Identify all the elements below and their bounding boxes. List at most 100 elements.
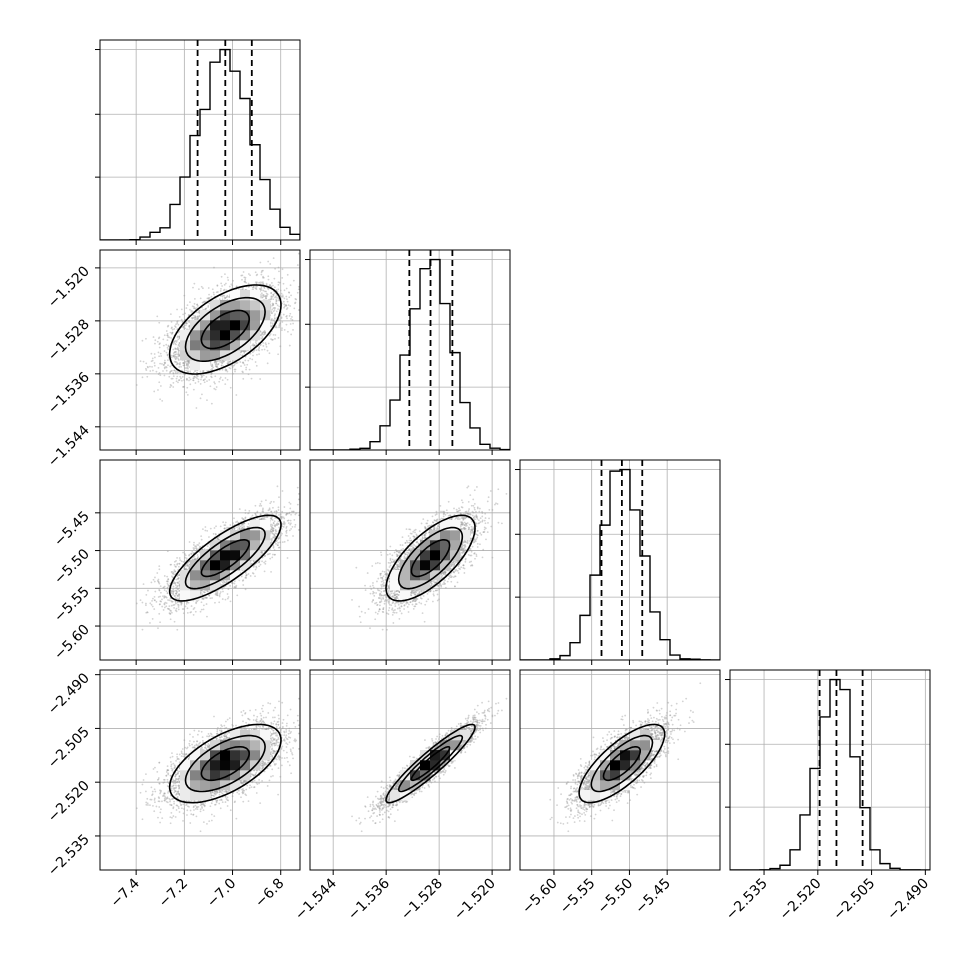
sample-point	[259, 261, 262, 264]
sample-point	[184, 312, 187, 315]
sample-point	[146, 375, 149, 378]
sample-point	[223, 360, 226, 363]
sample-point	[182, 313, 185, 316]
sample-point	[202, 370, 204, 373]
sample-point	[272, 294, 275, 297]
sample-point	[211, 288, 214, 291]
sample-point	[274, 296, 276, 299]
sample-point	[245, 366, 248, 369]
sample-point	[162, 364, 165, 366]
sample-point	[196, 375, 199, 378]
sample-point	[158, 343, 161, 346]
sample-point	[165, 366, 167, 368]
sample-point	[196, 315, 199, 318]
sample-point	[175, 355, 177, 358]
sample-point	[287, 304, 290, 307]
sample-point	[151, 365, 153, 368]
sample-point	[202, 301, 205, 304]
sample-point	[219, 290, 222, 292]
sample-point	[292, 279, 295, 282]
sample-point	[204, 378, 206, 381]
sample-point	[262, 281, 264, 284]
sample-point	[279, 294, 282, 297]
sample-point	[234, 370, 236, 373]
sample-point	[270, 312, 273, 315]
sample-point	[269, 333, 272, 335]
sample-point	[282, 295, 284, 298]
sample-point	[253, 344, 256, 347]
sample-point	[232, 364, 235, 367]
sample-point	[210, 375, 212, 378]
sample-point	[175, 363, 178, 366]
sample-point	[178, 316, 181, 318]
sample-point	[191, 305, 194, 308]
sample-point	[273, 307, 276, 309]
sample-point	[164, 361, 167, 364]
sample-point	[178, 343, 180, 346]
sample-point	[184, 367, 186, 369]
sample-point	[271, 295, 274, 298]
sample-point	[277, 353, 280, 356]
sample-point	[141, 339, 144, 342]
sample-point	[291, 316, 293, 318]
sample-point	[150, 360, 153, 363]
sample-point	[288, 315, 291, 317]
sample-point	[228, 296, 231, 299]
sample-point	[176, 320, 179, 323]
sample-point	[155, 370, 158, 373]
sample-point	[166, 339, 169, 342]
sample-point	[152, 336, 155, 338]
sample-point	[166, 332, 169, 335]
sample-point	[207, 304, 210, 307]
sample-point	[279, 322, 281, 325]
sample-point	[204, 307, 207, 310]
sample-point	[273, 314, 276, 317]
sample-point	[242, 288, 244, 291]
sample-point	[187, 370, 189, 373]
sample-point	[158, 336, 161, 339]
sample-point	[286, 307, 289, 309]
sample-point	[254, 281, 257, 284]
sample-point	[193, 375, 196, 378]
sample-point	[174, 361, 177, 363]
sample-point	[186, 304, 189, 306]
sample-point	[303, 284, 305, 286]
sample-point	[267, 278, 270, 281]
sample-point	[260, 271, 263, 274]
sample-point	[186, 360, 189, 362]
sample-point	[161, 399, 164, 402]
sample-point	[178, 345, 181, 348]
sample-point	[294, 301, 297, 304]
sample-point	[192, 379, 195, 382]
sample-point	[290, 333, 293, 336]
sample-point	[231, 284, 234, 287]
sample-point	[186, 328, 188, 331]
sample-point	[261, 348, 263, 351]
sample-point	[252, 344, 255, 347]
sample-point	[224, 273, 226, 276]
sample-point	[171, 333, 173, 335]
sample-point	[166, 334, 169, 337]
sample-point	[268, 284, 271, 287]
sample-point	[221, 361, 224, 364]
sample-point	[201, 287, 204, 290]
sample-point	[173, 354, 175, 357]
sample-point	[176, 357, 178, 359]
sample-point	[165, 330, 168, 332]
sample-point	[261, 296, 263, 299]
sample-point	[162, 344, 165, 347]
sample-point	[229, 360, 232, 363]
sample-point	[185, 377, 188, 380]
sample-point	[182, 326, 185, 329]
sample-point	[283, 297, 286, 300]
sample-point	[187, 314, 190, 316]
sample-point	[296, 291, 299, 294]
sample-point	[290, 294, 292, 297]
sample-point	[170, 377, 173, 380]
sample-point	[197, 288, 200, 291]
sample-point	[186, 379, 188, 381]
sample-point	[182, 326, 185, 328]
sample-point	[279, 289, 282, 292]
sample-point	[225, 369, 228, 371]
sample-point	[273, 286, 276, 289]
